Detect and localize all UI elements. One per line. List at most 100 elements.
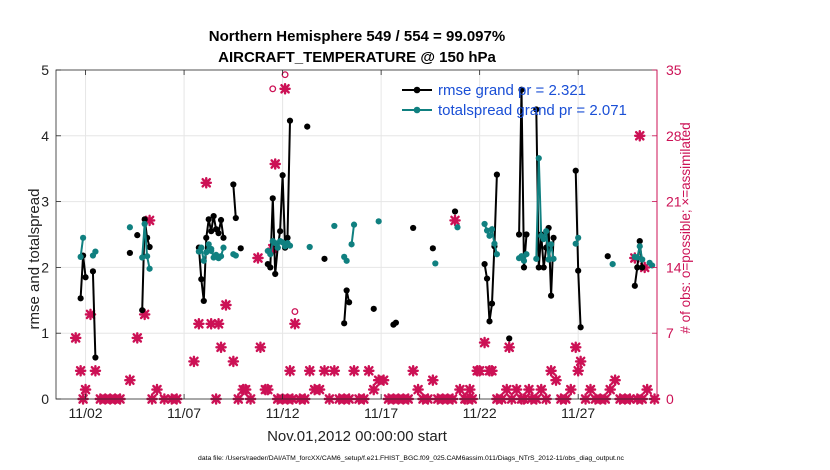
totalspread-line-segment <box>350 224 355 245</box>
totalspread-point <box>306 243 313 251</box>
rmse-point <box>286 117 294 124</box>
chart-title: Northern Hemisphere 549 / 554 = 99.097% <box>209 28 505 45</box>
y2-tick-label: 35 <box>666 62 682 78</box>
x-tick-label: 11/17 <box>364 405 398 421</box>
totalspread-point <box>518 253 525 260</box>
rmse-point <box>550 234 557 241</box>
obs-possible-point <box>291 308 299 316</box>
obs-assimilated-point <box>473 365 486 377</box>
obs-assimilated-point <box>239 383 252 396</box>
totalspread-point <box>493 251 500 258</box>
y2-tick-label: 28 <box>666 128 682 144</box>
obs-assimilated-point <box>254 341 267 354</box>
rmse-point <box>523 231 530 238</box>
obs-assimilated-point <box>262 383 274 396</box>
obs-assimilated-point <box>454 383 466 396</box>
obs-assimilated-point <box>318 365 331 377</box>
rmse-point <box>429 245 436 252</box>
totalspread-point <box>533 255 540 262</box>
rmse-point <box>370 305 377 312</box>
totalspread-point <box>543 228 550 235</box>
rmse-line-segment <box>518 89 528 268</box>
y-tick-label: 4 <box>41 128 49 144</box>
totalspread-point <box>217 253 225 260</box>
rmse-line-segment <box>535 109 555 296</box>
x-axis-label: Nov.01,2012 00:00:00 start <box>267 428 448 445</box>
obs-assimilated-point <box>363 365 375 377</box>
totalspread-point <box>520 257 528 264</box>
totalspread-point <box>144 253 151 260</box>
y-tick-label: 3 <box>41 194 49 210</box>
obs-assimilated-point <box>131 332 144 344</box>
obs-assimilated-point <box>609 374 621 386</box>
obs-assimilated-point <box>412 383 424 396</box>
totalspread-point <box>636 243 643 250</box>
totalspread-point <box>79 234 87 241</box>
y2-tick-label: 7 <box>666 325 674 341</box>
obs-assimilated-point <box>464 383 476 396</box>
totalspread-point <box>205 241 212 248</box>
totalspread-point <box>267 251 274 258</box>
obs-assimilated-point <box>572 365 584 377</box>
rmse-point <box>410 224 417 232</box>
y-tick-label: 5 <box>41 62 49 78</box>
legend-totalspread-label: totalspread grand pr = 2.071 <box>438 102 627 119</box>
x-tick-label: 11/07 <box>167 405 201 421</box>
totalspread-point <box>375 218 382 225</box>
y2-tick-label: 21 <box>666 194 682 210</box>
rmse-point <box>533 106 540 113</box>
y2-tick-label: 14 <box>666 259 682 275</box>
totalspread-line-segment <box>141 223 151 269</box>
totalspread-point <box>575 234 582 241</box>
obs-assimilated-point <box>220 299 232 311</box>
obs-assimilated-point <box>604 383 617 396</box>
x-tick-label: 11/12 <box>266 405 300 421</box>
obs-assimilated-point <box>143 214 156 227</box>
rmse-point <box>343 287 350 294</box>
obs-assimilated-point <box>289 318 301 330</box>
totalspread-point <box>139 254 146 261</box>
obs-assimilated-point <box>74 365 87 377</box>
totalspread-point <box>348 241 355 248</box>
rmse-point <box>89 268 97 275</box>
rmse-point <box>146 243 153 251</box>
y-axis-label: rmse and totalspread <box>26 189 43 330</box>
rmse-point <box>540 264 547 271</box>
y-tick-label: 0 <box>41 391 49 407</box>
obs-assimilated-point <box>215 341 227 354</box>
rmse-point <box>134 232 141 239</box>
totalspread-point <box>634 254 641 261</box>
rmse-point <box>520 264 528 271</box>
x-tick-label: 11/22 <box>463 405 497 421</box>
totalspread-point <box>609 261 616 268</box>
rmse-point <box>483 275 491 282</box>
data-file-footer: data file: /Users/raeder/DAI/ATM_forcXX/… <box>198 455 624 462</box>
totalspread-point <box>77 253 84 260</box>
obs-assimilated-point <box>633 130 646 142</box>
obs-assimilated-point <box>303 365 316 377</box>
obs-assimilated-point <box>503 341 516 354</box>
rmse-point <box>547 292 555 299</box>
rmse-point <box>518 86 525 93</box>
rmse-point <box>481 261 488 268</box>
y-tick-label: 2 <box>41 259 49 275</box>
rmse-point <box>277 228 284 235</box>
totalspread-point <box>648 262 656 269</box>
y2-tick-label: 0 <box>666 391 674 407</box>
rmse-point <box>535 264 542 271</box>
obs-assimilated-point <box>279 83 291 95</box>
rmse-point <box>304 123 311 130</box>
obs-assimilated-point <box>124 374 136 386</box>
obs-assimilated-point <box>348 365 360 377</box>
rmse-point <box>203 234 210 241</box>
obs-assimilated-point <box>151 383 163 396</box>
obs-possible-point <box>281 71 289 79</box>
obs-assimilated-point <box>188 355 200 368</box>
y2-axis-label: # of obs: o=possible; ×=assimilated <box>678 122 693 333</box>
rmse-point <box>279 172 286 179</box>
rmse-point <box>577 324 584 331</box>
totalspread-point <box>232 252 239 259</box>
x-tick-label: 11/27 <box>561 405 595 421</box>
rmse-point <box>488 300 496 307</box>
rmse-point <box>141 216 148 223</box>
